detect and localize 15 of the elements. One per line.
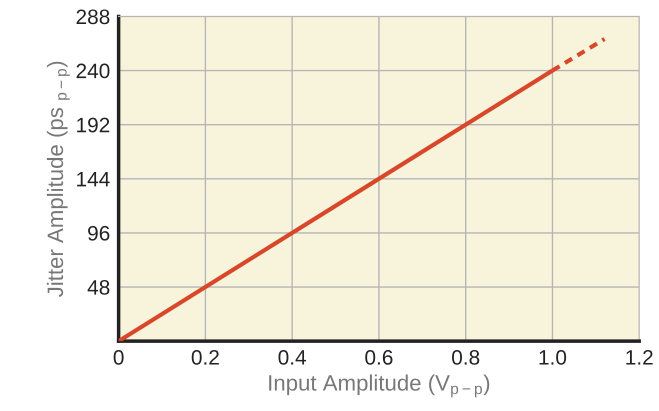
y-tick-label: 192 <box>77 118 110 132</box>
x-tick-label: 0.2 <box>192 350 219 365</box>
y-tick-label: 288 <box>76 9 110 24</box>
y-axis-title: Jitter Amplitude (ps $_{p−p}$) <box>46 62 70 297</box>
x-tick-label: 1.2 <box>626 350 653 365</box>
x-axis-title: Input Amplitude (V$_{p−p}$) <box>269 374 490 398</box>
y-tick-label: 240 <box>76 64 110 78</box>
y-tick-label: 48 <box>88 280 110 295</box>
x-tick-label: 0.8 <box>452 350 480 365</box>
x-tick-label: 0.4 <box>278 350 306 365</box>
x-tick-label: 0 <box>114 350 124 365</box>
x-tick-label: 1.0 <box>540 350 566 365</box>
y-tick-label: 144 <box>77 172 110 186</box>
x-tick-label: 0.6 <box>365 350 392 365</box>
y-tick-label: 96 <box>88 226 110 241</box>
